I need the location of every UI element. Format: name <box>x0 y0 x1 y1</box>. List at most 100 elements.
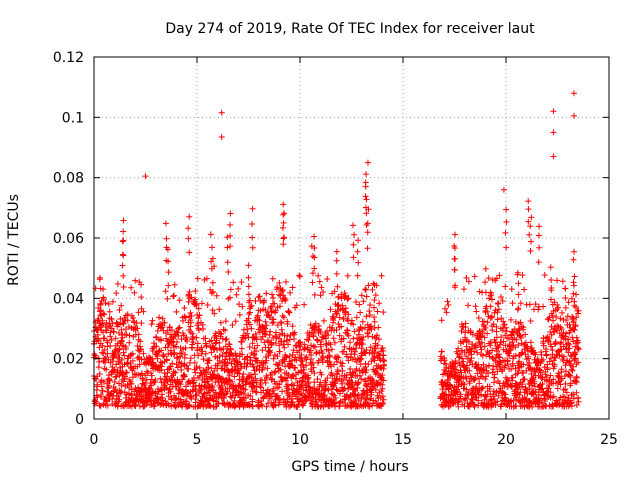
data-point <box>550 153 557 160</box>
data-point <box>197 402 204 409</box>
data-point <box>540 303 547 310</box>
data-point <box>101 346 108 353</box>
tick-labels: 0 5 10 15 20 25 0 0.02 0.04 0.06 0.08 0.1 0.12 <box>53 50 618 448</box>
grid-lines <box>94 57 609 419</box>
data-point <box>100 378 107 385</box>
data-point <box>121 373 128 380</box>
data-point <box>243 379 250 386</box>
data-point <box>482 265 489 272</box>
data-point <box>234 361 241 368</box>
data-point <box>525 198 532 205</box>
data-point <box>263 403 270 410</box>
chart-title: Day 274 of 2019, Rate Of TEC Index for r… <box>165 21 535 37</box>
data-point <box>118 382 125 389</box>
data-point <box>441 357 448 364</box>
data-point <box>293 357 300 364</box>
data-point <box>343 371 350 378</box>
data-point <box>173 355 180 362</box>
data-point <box>211 367 218 374</box>
data-point <box>132 385 139 392</box>
data-point <box>533 365 540 372</box>
data-point <box>380 357 387 364</box>
data-point <box>465 338 472 345</box>
data-point <box>507 346 514 353</box>
data-point <box>358 292 365 299</box>
data-point <box>290 382 297 389</box>
data-point <box>517 300 524 307</box>
data-point <box>175 332 182 339</box>
y-tick-label: 0 <box>75 412 84 428</box>
data-point <box>563 317 570 324</box>
data-point <box>552 340 559 347</box>
data-point <box>195 352 202 359</box>
data-point <box>358 352 365 359</box>
data-point <box>333 248 340 255</box>
data-point <box>569 391 576 398</box>
data-point <box>118 326 125 333</box>
data-point <box>338 378 345 385</box>
data-point <box>343 353 350 360</box>
data-point <box>335 320 342 327</box>
data-point <box>355 331 362 338</box>
data-point <box>365 282 372 289</box>
data-point <box>572 343 579 350</box>
data-point <box>227 232 234 239</box>
data-point <box>562 285 569 292</box>
data-point <box>352 388 359 395</box>
data-point <box>334 353 341 360</box>
data-point <box>104 402 111 409</box>
data-point <box>379 401 386 408</box>
data-point <box>110 354 117 361</box>
data-point <box>119 262 126 269</box>
data-point <box>318 356 325 363</box>
data-point <box>551 363 558 370</box>
data-point <box>454 389 461 396</box>
data-point <box>173 395 180 402</box>
data-point <box>467 328 474 335</box>
data-point <box>514 370 521 377</box>
data-point <box>473 394 480 401</box>
data-point <box>177 353 184 360</box>
data-point <box>116 345 123 352</box>
data-point <box>309 270 316 277</box>
data-point <box>526 231 533 238</box>
data-point <box>452 282 459 289</box>
data-point <box>373 335 380 342</box>
data-point <box>364 245 371 252</box>
data-point <box>490 366 497 373</box>
data-point <box>256 293 263 300</box>
data-point <box>276 399 283 406</box>
data-point <box>216 353 223 360</box>
data-point <box>238 345 245 352</box>
data-point <box>303 353 310 360</box>
data-point <box>484 308 491 315</box>
data-point <box>268 291 275 298</box>
data-point <box>366 349 373 356</box>
data-point <box>313 386 320 393</box>
data-point <box>546 376 553 383</box>
data-point <box>227 221 234 228</box>
data-point <box>559 309 566 316</box>
data-point <box>226 372 233 379</box>
data-point <box>310 331 317 338</box>
data-point <box>96 402 103 409</box>
data-point <box>337 390 344 397</box>
data-point <box>493 328 500 335</box>
data-point <box>297 273 303 280</box>
data-point <box>542 371 549 378</box>
data-point <box>355 259 362 266</box>
data-point <box>549 346 556 353</box>
data-point <box>280 211 287 218</box>
data-point <box>173 338 180 345</box>
data-point <box>458 355 465 362</box>
data-point <box>247 392 254 399</box>
data-point <box>328 346 335 353</box>
data-point <box>286 336 293 343</box>
data-point <box>280 201 287 208</box>
data-point <box>354 272 361 279</box>
data-point <box>541 272 548 279</box>
data-point <box>95 364 102 371</box>
data-point <box>341 385 348 392</box>
data-point <box>208 365 215 372</box>
data-point <box>121 352 128 359</box>
